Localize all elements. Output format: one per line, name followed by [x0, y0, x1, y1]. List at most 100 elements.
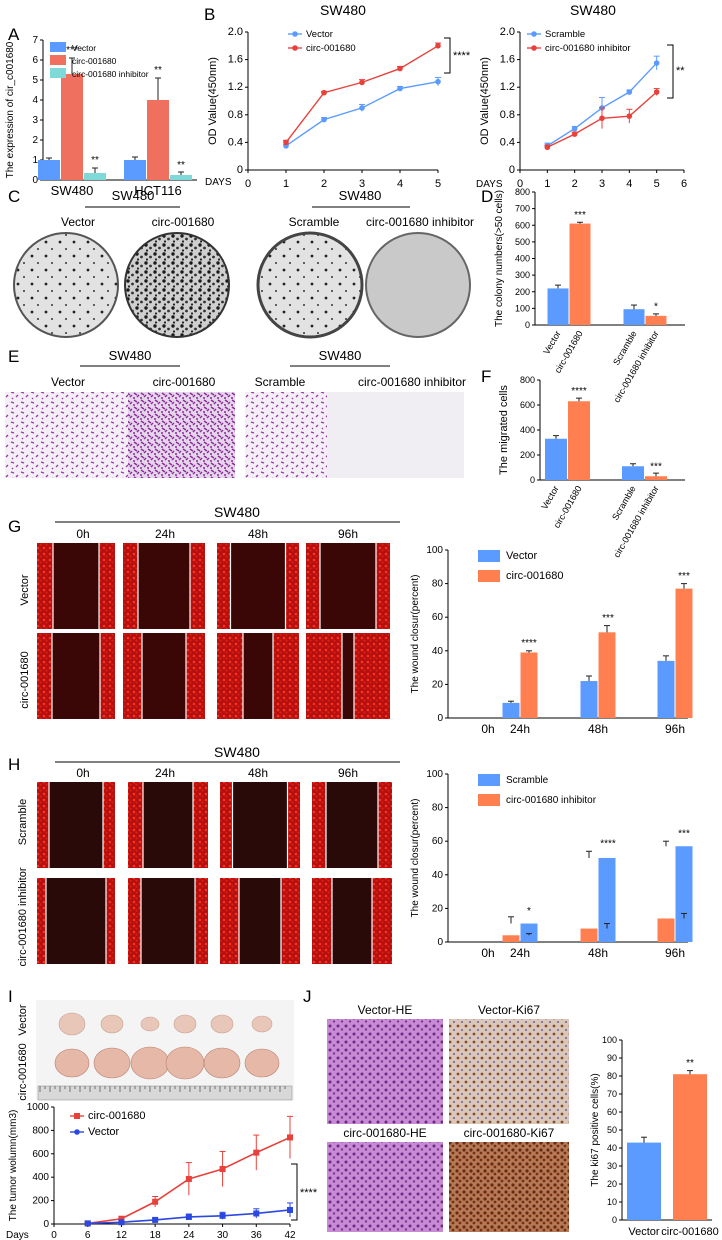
data-point: [571, 131, 578, 137]
legend-swatch: [478, 550, 500, 562]
data-point: [359, 105, 365, 111]
legend-label: circ-001680: [88, 1110, 145, 1122]
wound-gap: [53, 543, 99, 629]
x-tick-label: circ-001680 inhibitor: [612, 484, 661, 559]
significance-marker: ***: [650, 462, 662, 473]
y-tick-label: 0.4: [228, 136, 243, 148]
bar: [124, 160, 146, 180]
tumor: [165, 1046, 205, 1080]
significance-marker: ***: [678, 571, 690, 582]
x-tick-label: 0: [51, 1230, 57, 1240]
panel-h-images: SW480 0h 24h 48h 96h Scramble circ-00168…: [17, 744, 400, 967]
y-tick-label: 0: [525, 320, 530, 330]
bar: [569, 223, 591, 325]
bar: [580, 928, 598, 942]
bar: [502, 702, 520, 718]
data-point: [283, 139, 289, 146]
h-wound-grid: [37, 782, 392, 964]
j-image-circ-ki67: [449, 1142, 569, 1232]
x-tick-label: 4: [397, 178, 403, 190]
y-tick-label: 2: [32, 135, 38, 146]
wound-gap: [332, 878, 372, 964]
h-time-48h: 48h: [248, 766, 268, 780]
y-tick-label: 20: [607, 1179, 617, 1189]
x-tick-label: 1: [283, 178, 289, 190]
bar: [627, 1142, 661, 1220]
x-tick-label: 2: [572, 178, 578, 190]
series-line: [285, 45, 439, 143]
y-tick-label: 100: [515, 303, 530, 313]
j-caption-vector-ki67: Vector-Ki67: [478, 1003, 540, 1017]
g-row-label-vector: Vector: [19, 574, 31, 606]
wound-gap: [320, 543, 376, 629]
legend-label: Vector: [88, 1126, 120, 1138]
y-tick-label: 60: [432, 612, 444, 623]
c-label-circ: circ-001680: [152, 215, 215, 229]
wound-gap: [142, 633, 186, 719]
legend-label: Scramble: [506, 775, 549, 786]
bar: [622, 466, 644, 480]
chart-b-right: 0 0.4 0.8 1.2 1.6 2.0 0 1 2 3 4 5 6 OD Value(450nm) DA…: [476, 2, 687, 190]
panel-letter-c: C: [8, 187, 20, 206]
panel-letter-h: H: [8, 755, 20, 774]
data-point: [84, 1220, 91, 1227]
legend-label: circ-001680 inhibitor: [545, 43, 631, 54]
y-tick-label: 100: [602, 1035, 617, 1045]
j-caption-vector-he: Vector-HE: [358, 1003, 413, 1017]
significance-marker: ****: [453, 50, 471, 62]
h-title: SW480: [214, 744, 260, 760]
series-line: [285, 80, 439, 147]
y-axis-label: The wound closur(percent): [410, 575, 421, 694]
c-label-vector: Vector: [61, 215, 95, 229]
bar: [170, 175, 192, 180]
panel-i-images: Vector circ-001680: [17, 1000, 294, 1101]
h-row-label-inhibitor: circ-001680 inhibitor: [17, 867, 29, 966]
x-tick-label: SW480: [51, 183, 94, 198]
legend-marker: [74, 1113, 80, 1119]
c-label-inhibitor: circ-001680 inhibitor: [366, 215, 474, 229]
data-point: [397, 85, 403, 92]
legend-marker: [531, 45, 537, 51]
x-tick-label: 3: [599, 178, 605, 190]
y-tick-label: 1.2: [228, 81, 243, 93]
x-tick-label: 6: [85, 1230, 91, 1240]
significance-marker: ***: [66, 45, 78, 56]
e-label-circ: circ-001680: [153, 375, 216, 389]
h-time-0h: 0h: [76, 766, 89, 780]
wound-gap: [243, 633, 273, 719]
wound-gap: [138, 543, 190, 629]
x-tick-label: 36: [251, 1230, 263, 1240]
y-tick-label: 400: [515, 254, 530, 264]
x-tick-label: 42: [284, 1230, 296, 1240]
x-tick-label: 24h: [510, 946, 530, 960]
bar: [547, 288, 569, 325]
c-label-scramble: Scramble: [289, 215, 340, 229]
chart-f: 0 200 400 600 800 The migrated cells Vector cir…: [498, 375, 685, 559]
i-row-label-vector: Vector: [17, 1004, 29, 1036]
y-tick-label: 30: [607, 1161, 617, 1171]
significance-marker: *: [527, 906, 531, 917]
h-time-96h: 96h: [338, 766, 358, 780]
panel-letter-j: J: [303, 987, 312, 1006]
y-tick-label: 300: [515, 270, 530, 280]
y-tick-label: 1: [32, 155, 38, 166]
g-time-24h: 24h: [155, 527, 175, 541]
y-tick-label: 0: [612, 1215, 617, 1225]
significance-marker: ****: [600, 839, 616, 850]
chart-title: SW480: [320, 2, 366, 18]
bar: [645, 315, 667, 325]
bar: [545, 438, 567, 480]
y-tick-label: 0: [237, 164, 243, 176]
y-tick-label: 4: [32, 95, 38, 106]
tumor: [58, 1012, 86, 1036]
migration-image-vector: [5, 392, 128, 478]
y-tick-label: 0: [437, 713, 443, 724]
data-point: [359, 79, 365, 86]
data-point: [118, 1219, 125, 1226]
tumor: [100, 1014, 124, 1034]
panel-letter-a: A: [8, 25, 20, 44]
x-tick-label: 18: [150, 1230, 162, 1240]
y-tick-label: 100: [426, 545, 443, 556]
y-tick-label: 90: [607, 1053, 617, 1063]
legend-label: circ-001680: [506, 570, 563, 582]
